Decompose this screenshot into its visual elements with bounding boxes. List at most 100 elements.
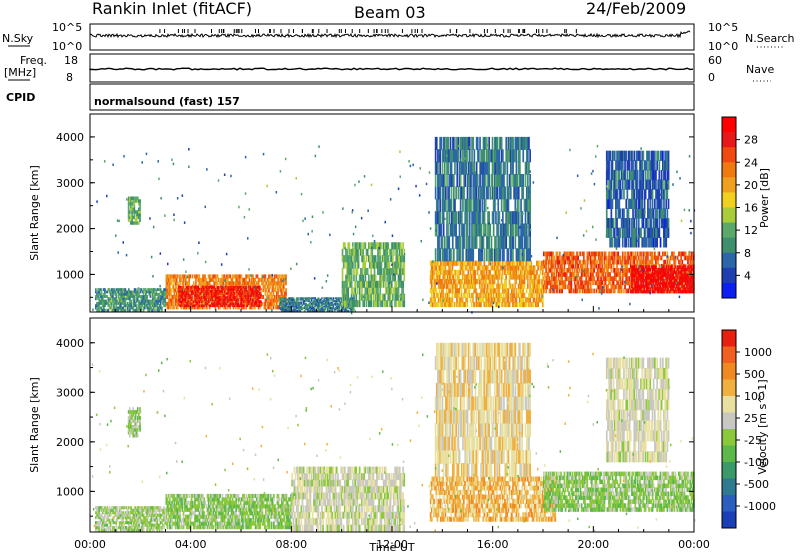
heatmap-cell — [168, 295, 171, 299]
heatmap-cell — [540, 297, 543, 303]
heatmap-cell — [376, 300, 378, 308]
heatmap-cell — [360, 242, 362, 250]
heatmap-cell — [680, 263, 682, 269]
heatmap-cell — [338, 309, 340, 312]
heatmap-cell — [486, 265, 489, 271]
heatmap-cell — [334, 301, 337, 304]
heatmap-cell — [521, 186, 523, 200]
heatmap-cell — [442, 186, 445, 200]
heatmap-cell — [254, 277, 257, 282]
heatmap-cell — [564, 251, 567, 257]
heatmap-cell — [602, 276, 605, 281]
heatmap-cell — [166, 305, 169, 310]
heatmap-cell — [486, 161, 488, 175]
heatmap-cell — [613, 251, 616, 257]
heatmap-cell — [289, 308, 291, 311]
heatmap-cell — [386, 242, 388, 250]
heatmap-cell — [297, 307, 299, 309]
heatmap-cell — [663, 251, 665, 257]
heatmap-cell — [506, 260, 509, 266]
heatmap-cell — [319, 298, 322, 301]
heatmap-cell — [434, 301, 436, 308]
heatmap-cell — [433, 269, 435, 275]
heatmap-cell — [446, 292, 449, 298]
heatmap-cell — [330, 309, 332, 312]
heatmap-cell — [449, 301, 451, 308]
heatmap-cell — [145, 301, 147, 305]
heatmap-cell — [103, 288, 105, 292]
heatmap-cell — [556, 280, 559, 286]
heatmap-cell — [395, 287, 398, 295]
heatmap-cell — [333, 300, 336, 303]
heatmap-cell — [396, 242, 399, 250]
heatmap-cell — [314, 309, 316, 312]
heatmap-cell — [377, 280, 379, 288]
heatmap-cell — [183, 295, 186, 299]
heatmap-cell — [572, 272, 575, 277]
heatmap-cell — [509, 248, 512, 262]
heatmap-cell — [668, 259, 671, 265]
heatmap-cell — [156, 297, 159, 301]
heatmap-cell — [492, 186, 495, 200]
heatmap-cell — [483, 279, 486, 285]
heatmap-cell — [250, 298, 253, 301]
heatmap-cell — [603, 263, 606, 269]
heatmap-cell — [273, 295, 276, 299]
heatmap-cell — [293, 305, 296, 308]
heatmap-cell — [110, 290, 113, 294]
heatmap-cell — [284, 295, 286, 299]
heatmap-cell — [318, 301, 321, 304]
heatmap-cell — [255, 274, 258, 279]
heatmap-cell — [505, 292, 507, 298]
heatmap-cell — [348, 302, 351, 305]
heatmap-cell — [466, 149, 469, 163]
heatmap-cell — [496, 301, 498, 308]
heatmap-cell — [344, 293, 346, 301]
heatmap-cell — [208, 285, 211, 289]
heatmap-cell — [363, 268, 366, 275]
heatmap-cell — [140, 288, 143, 292]
heatmap-cell — [636, 287, 639, 291]
heatmap-cell — [215, 281, 218, 286]
heatmap-cell — [456, 235, 459, 249]
heatmap-cell — [191, 290, 194, 293]
heatmap-cell — [655, 272, 657, 277]
heatmap-cell — [459, 136, 462, 150]
heatmap-cell — [499, 260, 502, 266]
heatmap-cell — [496, 260, 498, 266]
heatmap-cell — [321, 308, 323, 311]
heatmap-cell — [131, 292, 134, 296]
heatmap-cell — [484, 301, 487, 308]
heatmap-cell — [673, 251, 676, 257]
heatmap-cell — [100, 301, 103, 305]
heatmap-cell — [564, 272, 567, 277]
heatmap-cell — [123, 308, 126, 312]
heatmap-cell — [492, 161, 495, 175]
heatmap-cell — [690, 255, 693, 261]
heatmap-cell — [448, 301, 450, 308]
heatmap-cell — [556, 288, 559, 294]
heatmap-cell — [451, 136, 454, 150]
heatmap-cell — [326, 298, 329, 301]
heatmap-cell — [532, 265, 535, 271]
heatmap-cell — [125, 295, 128, 298]
heatmap-cell — [202, 290, 204, 293]
heatmap-cell — [204, 298, 206, 301]
heatmap-cell — [567, 251, 569, 257]
heatmap-cell — [389, 280, 392, 288]
heatmap-cell — [555, 288, 558, 294]
heatmap-cell — [458, 235, 461, 249]
heatmap-cell — [95, 304, 97, 308]
heatmap-cell — [315, 298, 318, 301]
heatmap-cell — [345, 308, 347, 311]
heatmap-cell — [617, 259, 620, 265]
heatmap-cell — [489, 301, 491, 308]
heatmap-cell — [483, 198, 486, 212]
heatmap-cell — [570, 251, 573, 257]
heatmap-cell — [640, 255, 642, 261]
heatmap-cell — [170, 274, 172, 279]
heatmap-cell — [515, 269, 518, 275]
heatmap-cell — [434, 283, 436, 289]
heatmap-cell — [147, 301, 149, 305]
heatmap-cell — [110, 306, 113, 310]
